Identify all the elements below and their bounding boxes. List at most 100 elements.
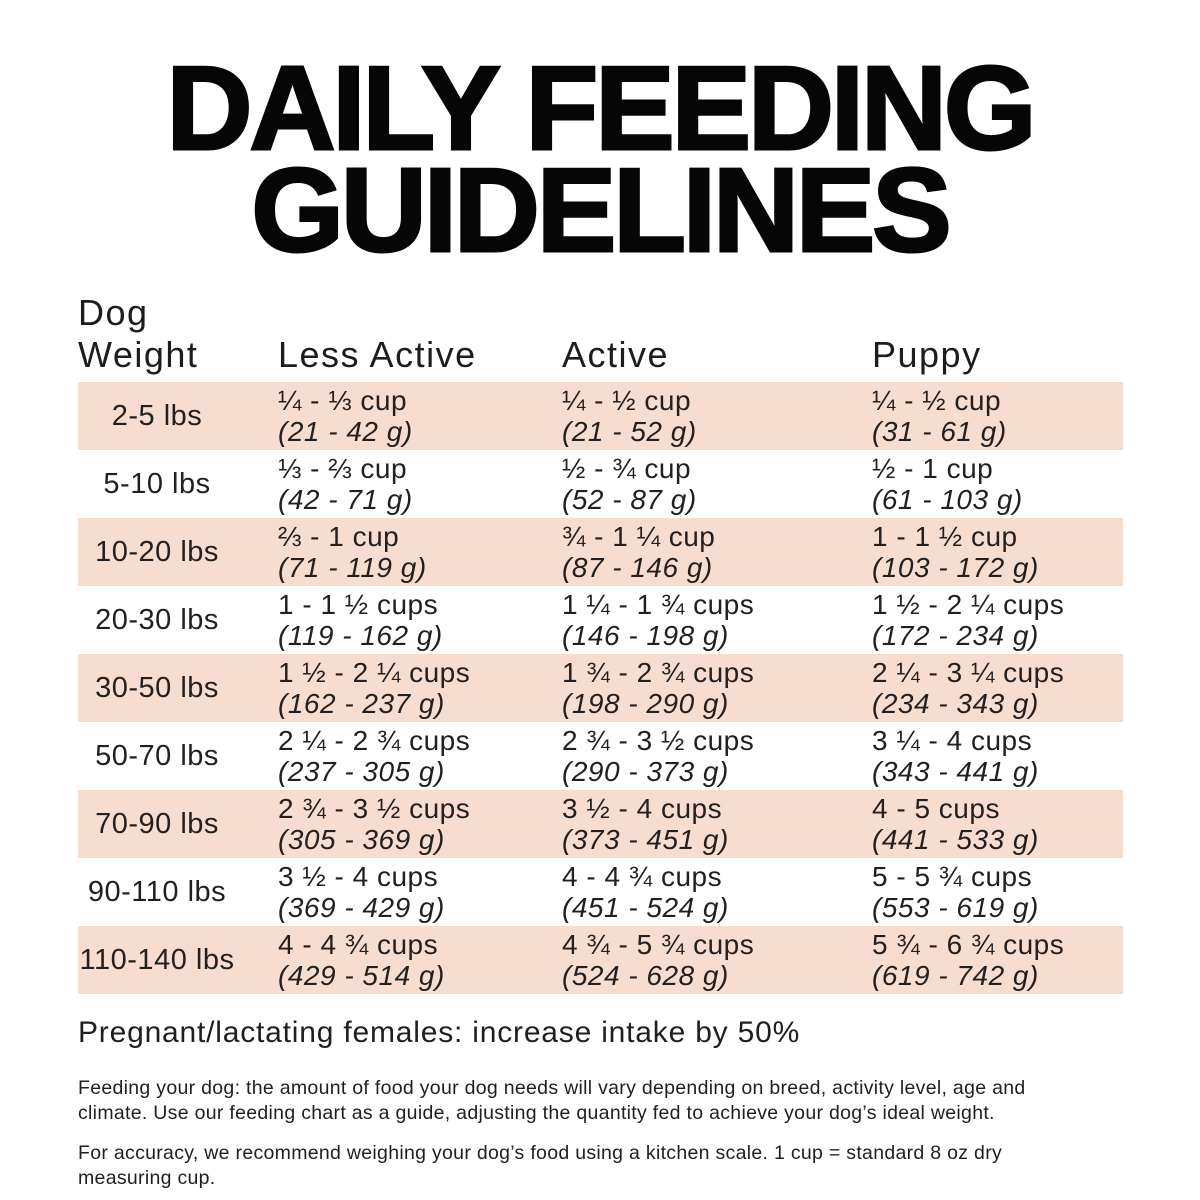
accuracy-note: For accuracy, we recommend weighing your… <box>78 1142 1003 1189</box>
page-title-line1: DAILY FEEDING <box>165 42 1038 175</box>
grams-range: (343 - 441 g) <box>872 756 1039 787</box>
weight-cell: 30-50 lbs <box>95 671 219 704</box>
table-header-row: Dog Weight Less Active Active Puppy <box>78 292 1123 376</box>
cups-range: 3 ¼ - 4 cups <box>872 725 1033 756</box>
table-row: 70-90 lbs 2 ¾ - 3 ½ cups (305 - 369 g) 3… <box>78 790 1123 858</box>
grams-range: (373 - 451 g) <box>562 824 729 855</box>
weight-cell: 20-30 lbs <box>95 603 219 636</box>
active-cell: 3 ½ - 4 cups (373 - 451 g) <box>562 793 872 855</box>
cups-range: 1 ½ - 2 ¼ cups <box>872 589 1065 620</box>
cups-range: 4 - 4 ¾ cups <box>562 861 723 892</box>
table-row: 110-140 lbs 4 - 4 ¾ cups (429 - 514 g) 4… <box>78 926 1123 994</box>
active-cell: 1 ¼ - 1 ¾ cups (146 - 198 g) <box>562 589 872 651</box>
active-cell: 4 ¾ - 5 ¾ cups (524 - 628 g) <box>562 929 872 991</box>
cups-range: 1 ¼ - 1 ¾ cups <box>562 589 755 620</box>
less-active-cell: 2 ¾ - 3 ½ cups (305 - 369 g) <box>278 793 562 855</box>
pregnant-note: Pregnant/lactating females: increase int… <box>78 1016 801 1049</box>
puppy-cell: 5 - 5 ¾ cups (553 - 619 g) <box>872 861 1123 923</box>
feeding-table: 2-5 lbs ¼ - ⅓ cup (21 - 42 g) ¼ - ½ cup … <box>78 382 1123 994</box>
grams-range: (61 - 103 g) <box>872 484 1023 515</box>
cups-range: 2 ¾ - 3 ½ cups <box>278 793 471 824</box>
column-header-active: Active <box>562 334 670 375</box>
cups-range: 1 - 1 ½ cup <box>872 521 1018 552</box>
grams-range: (429 - 514 g) <box>278 960 445 991</box>
active-cell: ¾ - 1 ¼ cup (87 - 146 g) <box>562 521 872 583</box>
grams-range: (441 - 533 g) <box>872 824 1039 855</box>
less-active-cell: 1 - 1 ½ cups (119 - 162 g) <box>278 589 562 651</box>
less-active-cell: 3 ½ - 4 cups (369 - 429 g) <box>278 861 562 923</box>
active-cell: ½ - ¾ cup (52 - 87 g) <box>562 453 872 515</box>
weight-cell: 10-20 lbs <box>95 535 219 568</box>
table-row: 5-10 lbs ⅓ - ⅔ cup (42 - 71 g) ½ - ¾ cup… <box>78 450 1123 518</box>
cups-range: 3 ½ - 4 cups <box>278 861 439 892</box>
grams-range: (31 - 61 g) <box>872 416 1007 447</box>
grams-range: (119 - 162 g) <box>278 620 443 651</box>
cups-range: ½ - 1 cup <box>872 453 994 484</box>
grams-range: (290 - 373 g) <box>562 756 729 787</box>
grams-range: (87 - 146 g) <box>562 552 713 583</box>
weight-cell: 50-70 lbs <box>95 739 219 772</box>
grams-range: (52 - 87 g) <box>562 484 697 515</box>
puppy-cell: 3 ¼ - 4 cups (343 - 441 g) <box>872 725 1123 787</box>
column-header-dog-weight: Dog Weight <box>78 292 199 375</box>
less-active-cell: 1 ½ - 2 ¼ cups (162 - 237 g) <box>278 657 562 719</box>
grams-range: (234 - 343 g) <box>872 688 1039 719</box>
table-row: 2-5 lbs ¼ - ⅓ cup (21 - 42 g) ¼ - ½ cup … <box>78 382 1123 450</box>
cups-range: 5 ¾ - 6 ¾ cups <box>872 929 1065 960</box>
weight-cell: 5-10 lbs <box>103 467 211 500</box>
puppy-cell: 1 ½ - 2 ¼ cups (172 - 234 g) <box>872 589 1123 651</box>
active-cell: 1 ¾ - 2 ¾ cups (198 - 290 g) <box>562 657 872 719</box>
cups-range: 2 ¾ - 3 ½ cups <box>562 725 755 756</box>
puppy-cell: ½ - 1 cup (61 - 103 g) <box>872 453 1123 515</box>
table-row: 90-110 lbs 3 ½ - 4 cups (369 - 429 g) 4 … <box>78 858 1123 926</box>
grams-range: (71 - 119 g) <box>278 552 427 583</box>
less-active-cell: ⅔ - 1 cup (71 - 119 g) <box>278 521 562 583</box>
grams-range: (162 - 237 g) <box>278 688 445 719</box>
grams-range: (369 - 429 g) <box>278 892 445 923</box>
column-header-less-active: Less Active <box>278 334 477 375</box>
grams-range: (305 - 369 g) <box>278 824 445 855</box>
active-cell: 4 - 4 ¾ cups (451 - 524 g) <box>562 861 872 923</box>
cups-range: ½ - ¾ cup <box>562 453 692 484</box>
grams-range: (103 - 172 g) <box>872 552 1039 583</box>
cups-range: ¼ - ⅓ cup <box>278 385 408 416</box>
puppy-cell: 1 - 1 ½ cup (103 - 172 g) <box>872 521 1123 583</box>
grams-range: (21 - 52 g) <box>562 416 697 447</box>
grams-range: (619 - 742 g) <box>872 960 1039 991</box>
grams-range: (172 - 234 g) <box>872 620 1039 651</box>
cups-range: 4 - 4 ¾ cups <box>278 929 439 960</box>
table-row: 10-20 lbs ⅔ - 1 cup (71 - 119 g) ¾ - 1 ¼… <box>78 518 1123 586</box>
less-active-cell: 4 - 4 ¾ cups (429 - 514 g) <box>278 929 562 991</box>
page-title-line2: GUIDELINES <box>250 144 953 277</box>
weight-cell: 70-90 lbs <box>95 807 219 840</box>
active-cell: 2 ¾ - 3 ½ cups (290 - 373 g) <box>562 725 872 787</box>
table-row: 20-30 lbs 1 - 1 ½ cups (119 - 162 g) 1 ¼… <box>78 586 1123 654</box>
active-cell: ¼ - ½ cup (21 - 52 g) <box>562 385 872 447</box>
cups-range: ¾ - 1 ¼ cup <box>562 521 716 552</box>
weight-cell: 2-5 lbs <box>111 399 203 432</box>
puppy-cell: 5 ¾ - 6 ¾ cups (619 - 742 g) <box>872 929 1123 991</box>
cups-range: 5 - 5 ¾ cups <box>872 861 1033 892</box>
less-active-cell: ¼ - ⅓ cup (21 - 42 g) <box>278 385 562 447</box>
cups-range: 1 - 1 ½ cups <box>278 589 439 620</box>
grams-range: (237 - 305 g) <box>278 756 445 787</box>
cups-range: 4 - 5 cups <box>872 793 1000 824</box>
cups-range: 1 ¾ - 2 ¾ cups <box>562 657 755 688</box>
weight-cell: 110-140 lbs <box>79 943 235 976</box>
cups-range: ¼ - ½ cup <box>872 385 1002 416</box>
feeding-note: Feeding your dog: the amount of food you… <box>78 1077 1026 1124</box>
table-row: 50-70 lbs 2 ¼ - 2 ¾ cups (237 - 305 g) 2… <box>78 722 1123 790</box>
cups-range: 2 ¼ - 2 ¾ cups <box>278 725 471 756</box>
cups-range: 4 ¾ - 5 ¾ cups <box>562 929 755 960</box>
page-title: DAILY FEEDING GUIDELINES <box>0 0 1200 277</box>
cups-range: 2 ¼ - 3 ¼ cups <box>872 657 1065 688</box>
cups-range: 3 ½ - 4 cups <box>562 793 723 824</box>
less-active-cell: 2 ¼ - 2 ¾ cups (237 - 305 g) <box>278 725 562 787</box>
puppy-cell: 2 ¼ - 3 ¼ cups (234 - 343 g) <box>872 657 1123 719</box>
grams-range: (524 - 628 g) <box>562 960 729 991</box>
grams-range: (451 - 524 g) <box>562 892 729 923</box>
cups-range: ⅔ - 1 cup <box>278 521 400 552</box>
cups-range: ⅓ - ⅔ cup <box>278 453 408 484</box>
table-row: 30-50 lbs 1 ½ - 2 ¼ cups (162 - 237 g) 1… <box>78 654 1123 722</box>
